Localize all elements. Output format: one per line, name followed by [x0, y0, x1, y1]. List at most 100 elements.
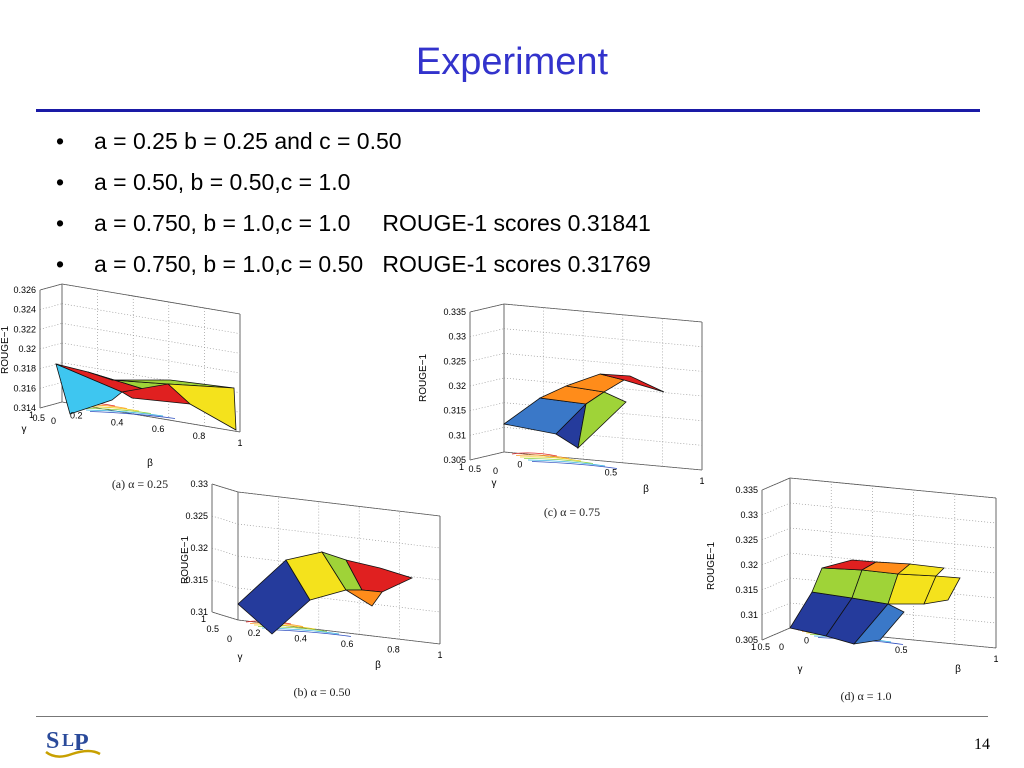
bullet-item: • a = 0.750, b = 1.0,c = 0.50 ROUGE-1 sco…	[56, 247, 651, 288]
grid-line	[39, 362, 63, 369]
axis-line	[211, 483, 239, 493]
z-tick-label: 0.32	[740, 560, 758, 570]
bullet-text: a = 0.750, b = 1.0,c = 0.50 ROUGE-1 scor…	[94, 251, 651, 277]
contour-line	[531, 461, 618, 469]
bullet-item: • a = 0.750, b = 1.0,c = 1.0 ROUGE-1 scor…	[56, 206, 651, 247]
chart-a-surface	[55, 363, 237, 431]
bullet-glyph: •	[56, 169, 65, 195]
grid-line	[61, 303, 241, 334]
grid-line	[211, 579, 239, 589]
chart-caption: (d) α = 1.0	[840, 689, 891, 703]
title-divider	[36, 109, 980, 112]
contour-line	[253, 624, 316, 630]
grid-line	[469, 377, 505, 387]
y-tick-label: 0	[51, 416, 56, 426]
axis-line	[469, 303, 505, 313]
slp-logo-icon: S L P	[45, 728, 101, 758]
grid-line	[61, 283, 241, 315]
chart-d-surface	[789, 559, 961, 645]
bullet-text: a = 0.25 b = 0.25 and c = 0.50	[94, 128, 402, 154]
z-axis-label: ROUGE−1	[418, 354, 429, 403]
contour-line	[523, 458, 594, 464]
y-axis-label: γ	[238, 652, 243, 663]
grid-line	[237, 555, 441, 581]
surface-facet	[896, 563, 945, 577]
y-tick-label: 0.5	[32, 413, 45, 423]
grid-line	[469, 427, 505, 436]
grid-line	[237, 523, 441, 549]
chart-b: 0.33 0.325 0.32 0.315 0.31 0.2 0.4 0.6 0.8 1 1 0.5 0…	[176, 479, 456, 706]
bullet-text: a = 0.750, b = 1.0,c = 1.0 ROUGE-1 score…	[94, 210, 651, 236]
x-tick-label: 0.4	[111, 417, 124, 427]
z-tick-label: 0.305	[735, 635, 758, 645]
z-tick-label: 0.316	[13, 383, 36, 393]
slide-title: Experiment	[415, 41, 609, 83]
chart-caption: (a) α = 0.25	[112, 477, 168, 491]
z-tick-label: 0.31	[448, 430, 466, 440]
z-tick-label: 0.326	[13, 285, 36, 295]
y-axis-label: γ	[798, 664, 803, 675]
grid-line	[761, 602, 791, 616]
x-tick-label: 1	[699, 476, 704, 486]
z-tick-label: 0.33	[740, 510, 758, 520]
z-tick-label: 0.324	[13, 305, 36, 315]
grid-line	[789, 527, 997, 549]
axis-line	[211, 611, 239, 621]
contour-line	[89, 411, 176, 419]
z-tick-label: 0.325	[185, 511, 208, 521]
contour-line	[85, 409, 164, 417]
grid-line	[39, 323, 63, 330]
x-tick-label: 0	[517, 459, 522, 469]
x-tick-label: 0.8	[387, 644, 400, 654]
axis-line	[469, 451, 505, 461]
y-axis-label: γ	[492, 478, 497, 489]
surface-facet	[166, 383, 237, 431]
chart-a-labels: 0.326 0.324 0.322 0.32 0.318 0.316 0.314 0.2 0.4…	[0, 285, 243, 491]
grid-line	[761, 577, 791, 591]
bullet-item: • a = 0.25 b = 0.25 and c = 0.50	[56, 124, 651, 165]
z-tick-label: 0.32	[448, 381, 466, 391]
bullet-text: a = 0.50, b = 0.50,c = 1.0	[94, 169, 351, 195]
surface-facet	[853, 603, 905, 645]
slp-logo: S L P	[42, 722, 102, 762]
contour-line	[515, 454, 570, 459]
grid-line	[503, 303, 703, 323]
y-tick-label: 0	[227, 634, 232, 644]
chart-c-svg: 0.335 0.33 0.325 0.32 0.315 0.31 0.305 0 0.5 1 1 0.…	[418, 303, 705, 519]
chart-c: 0.335 0.33 0.325 0.32 0.315 0.31 0.305 0 0.5 1 1 0.…	[418, 290, 718, 526]
surface-facet	[923, 575, 961, 605]
grid-line	[761, 627, 791, 641]
y-tick-label: 1	[459, 462, 464, 472]
grid-line	[761, 527, 791, 541]
y-tick-label: 0.5	[468, 464, 481, 474]
y-tick-label: 0.5	[206, 624, 219, 634]
chart-c-labels: 0.335 0.33 0.325 0.32 0.315 0.31 0.305 0 0.5 1 1 0.…	[418, 307, 705, 519]
grid-line	[503, 353, 703, 372]
contour-line	[511, 452, 558, 457]
y-tick-label: 0	[779, 642, 784, 652]
bullet-glyph: •	[56, 251, 65, 277]
surface-facet	[120, 383, 192, 405]
contour-line	[81, 408, 152, 414]
grid-line	[39, 283, 63, 291]
z-tick-label: 0.31	[190, 607, 208, 617]
bullet-list: • a = 0.25 b = 0.25 and c = 0.50 • a = 0.5…	[56, 124, 651, 288]
grid-line	[503, 328, 703, 347]
grid-line	[761, 552, 791, 566]
svg-text:P: P	[74, 730, 89, 756]
x-tick-label: 0.6	[341, 639, 354, 649]
z-tick-label: 0.322	[13, 324, 36, 334]
chart-a: 0.326 0.324 0.322 0.32 0.318 0.316 0.314 0.2 0.4…	[0, 282, 250, 492]
grid-line	[211, 515, 239, 525]
z-axis-label: ROUGE−1	[0, 326, 11, 375]
footer-divider	[36, 716, 988, 717]
grid-line	[39, 303, 63, 310]
y-tick-label: 0.5	[757, 642, 770, 652]
x-axis-label: β	[643, 484, 649, 495]
z-axis-label: ROUGE−1	[706, 542, 717, 591]
z-tick-label: 0.318	[13, 364, 36, 374]
grid-line	[761, 502, 791, 516]
z-axis-label: ROUGE−1	[180, 536, 191, 585]
z-tick-label: 0.325	[735, 535, 758, 545]
